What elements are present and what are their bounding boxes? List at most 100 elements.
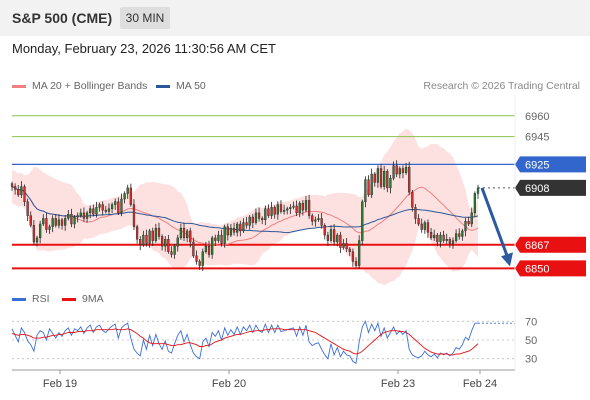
candle-body [348, 248, 351, 252]
level-label-6850: 6850 [525, 263, 549, 275]
level-label-6960: 6960 [525, 111, 549, 123]
candle-body [367, 179, 370, 196]
candle-body [439, 234, 442, 243]
candle-body [95, 207, 98, 215]
candle-body [414, 207, 417, 219]
candle-body [261, 218, 264, 221]
candle-body [82, 212, 86, 219]
candle-body [39, 223, 42, 239]
candle-body [298, 202, 301, 214]
candle-body [195, 255, 198, 262]
candle-body [317, 218, 320, 221]
candle-body [132, 204, 136, 227]
candle-body [354, 261, 358, 266]
candle-body [454, 233, 458, 241]
candle-body [429, 232, 433, 239]
candle-body [217, 234, 220, 241]
candle-body [301, 202, 304, 211]
candle-body [295, 205, 298, 214]
level-label-6945: 6945 [525, 132, 549, 144]
candle-body [404, 166, 408, 173]
candle-body [29, 215, 32, 226]
level-label-6867: 6867 [525, 240, 549, 252]
candle-body [311, 215, 314, 222]
candle-body [182, 227, 186, 239]
level-label-6867-tag [515, 236, 586, 253]
candle-body [17, 189, 20, 196]
legend-rsi: RSI [12, 293, 50, 305]
candle-body [267, 208, 270, 216]
candle-body [98, 204, 101, 208]
x-tick-label: Feb 23 [381, 378, 415, 390]
candle-body [226, 226, 229, 236]
candle-body [279, 204, 283, 212]
candle-body [76, 215, 79, 218]
candle-body [167, 239, 170, 252]
x-tick-label: Feb 19 [43, 378, 77, 390]
legend-ma20: MA 20 + Bollinger Bands [12, 80, 147, 92]
candle-body [282, 209, 286, 212]
candle-body [476, 187, 480, 194]
rsi-tick-label: 30 [525, 354, 537, 366]
candle-body [426, 222, 430, 233]
candle-body [445, 239, 448, 241]
level-label-6908: 6908 [525, 183, 549, 195]
rsi-tick-label: 50 [525, 335, 537, 347]
candle-body [57, 219, 61, 226]
candle-body [179, 227, 183, 239]
candle-body [232, 227, 236, 233]
candle-body [160, 236, 164, 247]
candle-body [420, 223, 423, 230]
candle-body [364, 179, 367, 202]
candle-body [304, 200, 308, 211]
candle-body [417, 218, 420, 225]
candle-body [320, 218, 323, 226]
candle-body [248, 216, 251, 226]
x-tick-label: Feb 20 [212, 378, 246, 390]
candle-body [236, 223, 239, 233]
candle-body [79, 212, 82, 216]
candle-body [101, 204, 104, 211]
candle-body [336, 234, 339, 243]
candle-body [270, 207, 273, 216]
candle-body [89, 208, 92, 214]
candle-body [436, 234, 439, 243]
candle-body [154, 227, 158, 241]
candle-body [54, 218, 57, 226]
x-tick-label: Feb 24 [463, 378, 497, 390]
candle-body [386, 171, 389, 189]
candle-body [329, 229, 333, 241]
candle-body [173, 245, 176, 255]
candle-body [458, 233, 461, 237]
candle-body [358, 240, 361, 266]
candle-body [254, 212, 258, 223]
candle-body [361, 201, 364, 241]
ma50-swatch [156, 84, 170, 88]
candle-body [67, 214, 70, 219]
rsi-tick-label: 70 [525, 316, 537, 328]
timeframe-button[interactable]: 30 MIN [120, 7, 170, 29]
candle-body [104, 209, 107, 212]
ma20-swatch [12, 84, 26, 88]
candle-body [110, 204, 114, 209]
candle-body [189, 230, 192, 243]
candle-body [332, 229, 336, 243]
candle-body [170, 251, 173, 255]
candle-body [251, 216, 254, 223]
candle-body [389, 178, 392, 189]
candle-body [286, 208, 289, 211]
bollinger-band [12, 128, 478, 285]
candle-body [60, 219, 64, 226]
candle-body [323, 225, 326, 236]
candle-body [139, 239, 142, 245]
candle-body [23, 186, 26, 202]
candle-body [339, 234, 342, 248]
candle-body [145, 234, 148, 244]
candle-body [64, 218, 67, 226]
datetime-label: Monday, February 23, 2026 11:30:56 AM CE… [12, 41, 276, 56]
candle-body [448, 239, 451, 244]
candle-body [20, 186, 23, 196]
candle-body [467, 221, 470, 225]
candle-body [107, 208, 111, 212]
